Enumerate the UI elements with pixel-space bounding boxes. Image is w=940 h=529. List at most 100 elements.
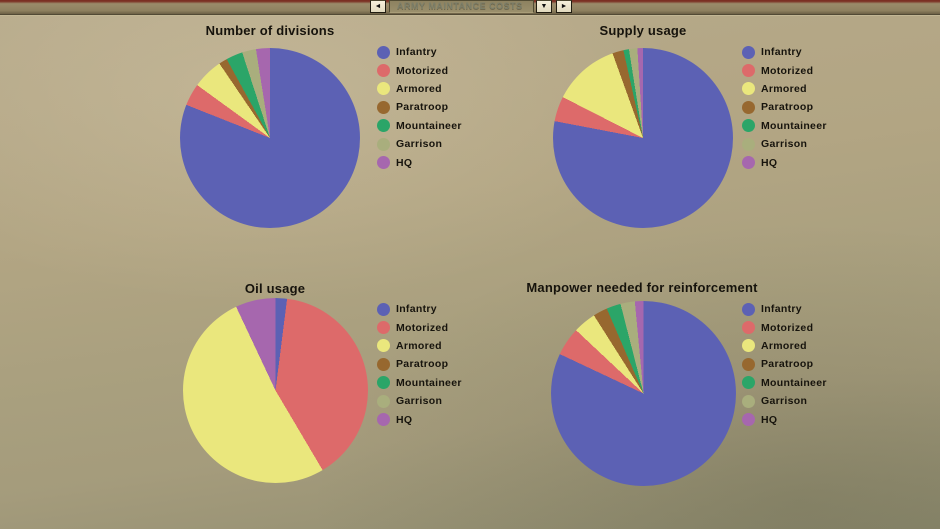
legend-item-infantry: Infantry <box>742 300 872 318</box>
chart-title-supply-usage: Supply usage <box>599 23 687 38</box>
legend-item-armored: Armored <box>377 80 507 98</box>
legend-color-dot-icon <box>377 394 390 408</box>
legend-label: Infantry <box>396 46 437 59</box>
chart-title-oil-usage: Oil usage <box>244 281 306 296</box>
legend-item-hq: HQ <box>742 153 872 171</box>
legend-label: Infantry <box>396 303 437 316</box>
legend-item-paratroop: Paratroop <box>377 98 507 116</box>
legend-color-dot-icon <box>742 339 755 353</box>
report-selector-dropdown[interactable]: ARMY MAINTANCE COSTS <box>389 0 534 13</box>
legend-item-garrison: Garrison <box>377 392 507 410</box>
legend-item-hq: HQ <box>377 410 507 428</box>
legend-item-mountaineer: Mountaineer <box>377 117 507 135</box>
legend-label: Garrison <box>761 395 808 408</box>
legend-label: Paratroop <box>396 358 449 371</box>
legend-color-dot-icon <box>742 45 755 59</box>
legend-item-infantry: Infantry <box>377 300 507 318</box>
legend-label: Garrison <box>761 138 808 151</box>
dropdown-open-button[interactable]: ▼ <box>536 0 552 13</box>
legend-label: Garrison <box>396 395 443 408</box>
legend-label: Armored <box>396 82 442 95</box>
legend-label: HQ <box>396 413 413 426</box>
chart-title-manpower-reinforcement: Manpower needed for reinforcement <box>526 280 758 295</box>
legend-item-infantry: Infantry <box>377 43 507 61</box>
legend-item-mountaineer: Mountaineer <box>377 374 507 392</box>
legend-label: HQ <box>761 156 778 169</box>
legend-item-motorized: Motorized <box>377 318 507 336</box>
legend-item-garrison: Garrison <box>742 135 872 153</box>
legend-item-motorized: Motorized <box>742 318 872 336</box>
legend-item-paratroop: Paratroop <box>377 355 507 373</box>
legend-color-dot-icon <box>742 82 755 96</box>
legend-label: HQ <box>761 413 778 426</box>
legend-label: Motorized <box>396 64 449 77</box>
legend-item-mountaineer: Mountaineer <box>742 117 872 135</box>
legend-label: HQ <box>396 156 413 169</box>
legend-color-dot-icon <box>377 302 390 316</box>
legend-color-dot-icon <box>742 137 755 151</box>
legend-item-mountaineer: Mountaineer <box>742 374 872 392</box>
report-selector-value: ARMY MAINTANCE COSTS <box>397 1 523 11</box>
legend-label: Armored <box>761 339 807 352</box>
legend-color-dot-icon <box>377 321 390 335</box>
legend-color-dot-icon <box>742 156 755 170</box>
chevron-down-icon: ▼ <box>540 3 548 10</box>
legend-color-dot-icon <box>377 45 390 59</box>
legend-color-dot-icon <box>742 394 755 408</box>
legend-color-dot-icon <box>742 302 755 316</box>
legend-item-armored: Armored <box>742 337 872 355</box>
legend-item-armored: Armored <box>377 337 507 355</box>
legend-item-hq: HQ <box>742 410 872 428</box>
legend-label: Motorized <box>761 321 814 334</box>
legend-color-dot-icon <box>742 413 755 427</box>
legend-label: Paratroop <box>761 101 814 114</box>
legend-label: Motorized <box>396 321 449 334</box>
pie-oil-usage <box>183 298 368 483</box>
legend-label: Armored <box>396 339 442 352</box>
legend-supply-usage: Infantry Motorized Armored Paratroop Mountai… <box>742 43 872 172</box>
legend-label: Paratroop <box>396 101 449 114</box>
legend-label: Infantry <box>761 303 802 316</box>
legend-color-dot-icon <box>742 119 755 133</box>
legend-label: Paratroop <box>761 358 814 371</box>
legend-item-garrison: Garrison <box>742 392 872 410</box>
legend-item-paratroop: Paratroop <box>742 98 872 116</box>
legend-oil-usage: Infantry Motorized Armored Paratroop Mountai… <box>377 300 507 429</box>
pie-manpower-reinforcement <box>551 301 736 486</box>
next-page-button[interactable]: ► <box>556 0 572 13</box>
legend-color-dot-icon <box>742 321 755 335</box>
pie-supply-usage <box>553 48 733 228</box>
left-arrow-icon: ◄ <box>374 3 382 10</box>
legend-color-dot-icon <box>377 119 390 133</box>
legend-color-dot-icon <box>742 357 755 371</box>
legend-color-dot-icon <box>377 376 390 390</box>
legend-item-motorized: Motorized <box>377 61 507 79</box>
legend-label: Mountaineer <box>761 376 827 389</box>
legend-color-dot-icon <box>377 357 390 371</box>
legend-color-dot-icon <box>742 376 755 390</box>
legend-color-dot-icon <box>377 156 390 170</box>
legend-label: Infantry <box>761 46 802 59</box>
legend-color-dot-icon <box>377 100 390 114</box>
legend-color-dot-icon <box>377 137 390 151</box>
legend-item-garrison: Garrison <box>377 135 507 153</box>
legend-item-motorized: Motorized <box>742 61 872 79</box>
legend-item-hq: HQ <box>377 153 507 171</box>
legend-label: Garrison <box>396 138 443 151</box>
right-arrow-icon: ► <box>560 3 568 10</box>
legend-color-dot-icon <box>377 339 390 353</box>
legend-label: Mountaineer <box>396 376 462 389</box>
legend-item-paratroop: Paratroop <box>742 355 872 373</box>
legend-label: Armored <box>761 82 807 95</box>
legend-label: Motorized <box>761 64 814 77</box>
legend-manpower-reinforcement: Infantry Motorized Armored Paratroop Mountai… <box>742 300 872 429</box>
legend-color-dot-icon <box>377 413 390 427</box>
legend-label: Mountaineer <box>761 119 827 132</box>
legend-label: Mountaineer <box>396 119 462 132</box>
legend-color-dot-icon <box>742 100 755 114</box>
pie-number-of-divisions <box>180 48 360 228</box>
legend-color-dot-icon <box>377 64 390 78</box>
legend-item-armored: Armored <box>742 80 872 98</box>
previous-page-button[interactable]: ◄ <box>370 0 386 13</box>
